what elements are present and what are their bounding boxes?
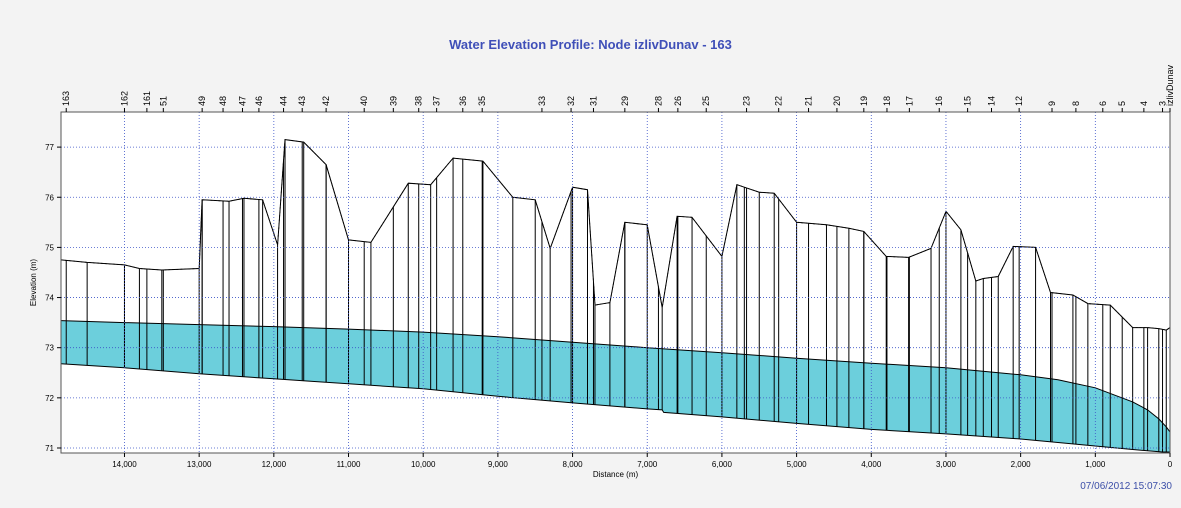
node-label: 20 — [832, 96, 842, 106]
x-tick-label: 9,000 — [488, 460, 509, 469]
x-tick-label: 6,000 — [712, 460, 733, 469]
y-tick-label: 73 — [45, 344, 54, 353]
y-tick-label: 74 — [45, 294, 54, 303]
x-tick-label: 13,000 — [187, 460, 212, 469]
node-label: 12 — [1014, 96, 1024, 106]
node-label: 40 — [359, 96, 369, 106]
timestamp: 07/06/2012 15:07:30 — [1080, 481, 1172, 492]
node-label: 161 — [142, 91, 152, 106]
node-label: 163 — [61, 91, 71, 106]
node-label: 3 — [1158, 101, 1168, 106]
node-label: 38 — [414, 96, 424, 106]
node-label: 47 — [237, 96, 247, 106]
node-label: 8 — [1071, 101, 1081, 106]
node-label: 14 — [987, 96, 997, 106]
node-label: 46 — [254, 96, 264, 106]
node-label: 18 — [882, 96, 892, 106]
node-label: 21 — [804, 96, 814, 106]
node-label: 49 — [197, 96, 207, 106]
y-tick-label: 75 — [45, 243, 54, 252]
node-label: 26 — [673, 96, 683, 106]
x-axis-label: Distance (m) — [593, 470, 639, 479]
node-label: 32 — [566, 96, 576, 106]
node-label: 33 — [537, 96, 547, 106]
x-tick-label: 8,000 — [563, 460, 584, 469]
node-label: 17 — [904, 96, 914, 106]
node-label: 31 — [588, 96, 598, 106]
node-label: 29 — [620, 96, 630, 106]
node-label: izlivDunav — [1165, 64, 1175, 106]
x-tick-label: 1,000 — [1085, 460, 1106, 469]
node-label: 43 — [297, 96, 307, 106]
water-area — [61, 320, 1170, 452]
node-label: 51 — [158, 96, 168, 106]
node-label: 162 — [119, 91, 129, 106]
x-tick-label: 11,000 — [337, 460, 361, 469]
plot-border — [60, 111, 1171, 454]
node-label: 23 — [742, 96, 752, 106]
node-label: 42 — [321, 96, 331, 106]
x-tick-label: 4,000 — [861, 460, 882, 469]
y-tick-label: 71 — [45, 444, 54, 453]
chart-title: Water Elevation Profile: Node izlivDunav… — [449, 37, 732, 52]
node-label: 6 — [1098, 101, 1108, 106]
y-tick-label: 76 — [45, 193, 54, 202]
y-tick-label: 72 — [45, 394, 54, 403]
node-label: 9 — [1047, 101, 1057, 106]
node-label: 19 — [859, 96, 869, 106]
x-tick-label: 7,000 — [637, 460, 658, 469]
x-tick-label: 0 — [1168, 460, 1173, 469]
x-tick-label: 14,000 — [112, 460, 137, 469]
node-label: 36 — [458, 96, 468, 106]
node-label: 5 — [1117, 101, 1127, 106]
x-tick-label: 5,000 — [787, 460, 808, 469]
hgl-dashed-line — [60, 139, 1171, 331]
node-label: 44 — [279, 96, 289, 106]
invert-line — [60, 363, 1170, 453]
x-tick-label: 2,000 — [1011, 460, 1032, 469]
y-axis-label: Elevation (m) — [29, 259, 38, 306]
node-label: 28 — [653, 96, 663, 106]
grid — [61, 112, 1171, 453]
node-label: 4 — [1139, 101, 1149, 106]
node-label: 15 — [963, 96, 973, 106]
node-label: 25 — [701, 96, 711, 106]
x-tick-label: 10,000 — [411, 460, 436, 469]
node-label: 22 — [774, 96, 784, 106]
node-label: 39 — [388, 96, 398, 106]
x-tick-label: 12,000 — [262, 460, 287, 469]
y-tick-label: 77 — [45, 143, 54, 152]
node-label: 35 — [477, 96, 487, 106]
node-label: 37 — [432, 96, 442, 106]
node-label: 48 — [218, 96, 228, 106]
node-label: 16 — [934, 96, 944, 106]
x-tick-label: 3,000 — [936, 460, 957, 469]
